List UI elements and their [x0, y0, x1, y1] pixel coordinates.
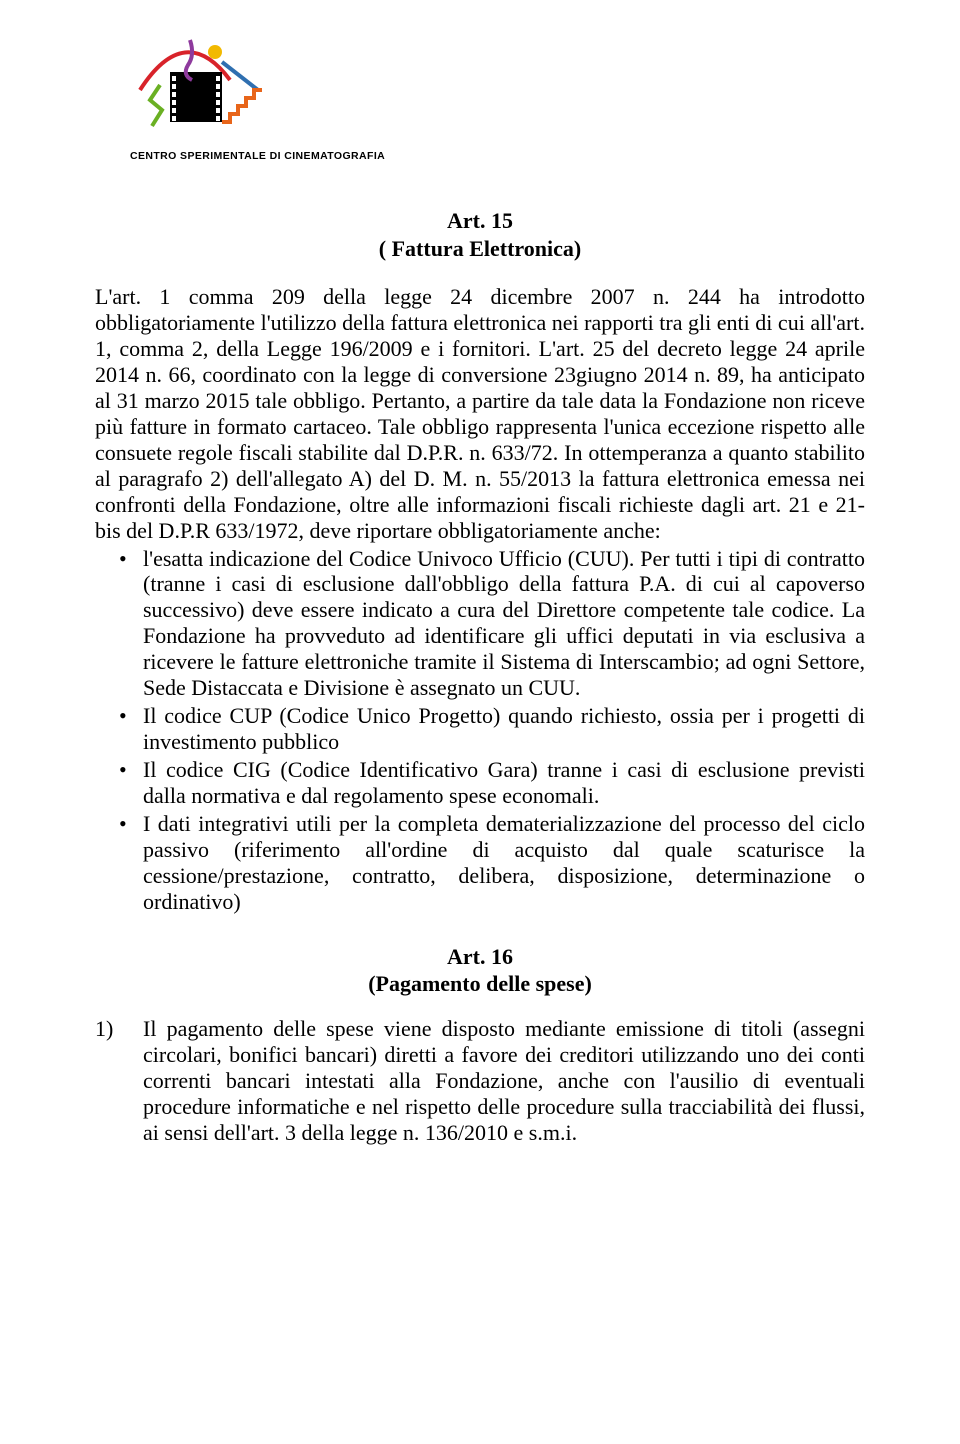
bullet-cig: Il codice CIG (Codice Identificativo Gar… — [95, 757, 865, 809]
item-text: Il pagamento delle spese viene disposto … — [143, 1016, 865, 1146]
art16-heading: Art. 16 — [95, 943, 865, 971]
bullet-dati-integrativi: I dati integrativi utili per la completa… — [95, 811, 865, 915]
article-15: Art. 15 ( Fattura Elettronica) L'art. 1 … — [95, 207, 865, 915]
logo-block: CENTRO SPERIMENTALE DI CINEMATOGRAFIA — [130, 30, 865, 162]
item-number: 1) — [95, 1016, 143, 1146]
art15-intro: L'art. 1 comma 209 della legge 24 dicemb… — [95, 284, 865, 915]
article-16: Art. 16 (Pagamento delle spese) 1) Il pa… — [95, 943, 865, 1146]
document-page: CENTRO SPERIMENTALE DI CINEMATOGRAFIA Ar… — [0, 0, 960, 1196]
bullet-cuu: l'esatta indicazione del Codice Univoco … — [95, 546, 865, 702]
bullet-cup: Il codice CUP (Codice Unico Progetto) qu… — [95, 703, 865, 755]
org-logo — [130, 30, 285, 140]
art15-intro-text: L'art. 1 comma 209 della legge 24 dicemb… — [95, 284, 865, 543]
art15-subtitle: ( Fattura Elettronica) — [95, 235, 865, 263]
art16-item-1: 1) Il pagamento delle spese viene dispos… — [95, 1016, 865, 1146]
art16-subtitle: (Pagamento delle spese) — [95, 970, 865, 998]
org-name: CENTRO SPERIMENTALE DI CINEMATOGRAFIA — [130, 150, 865, 162]
art15-heading: Art. 15 — [95, 207, 865, 235]
art15-bullets: l'esatta indicazione del Codice Univoco … — [95, 546, 865, 915]
